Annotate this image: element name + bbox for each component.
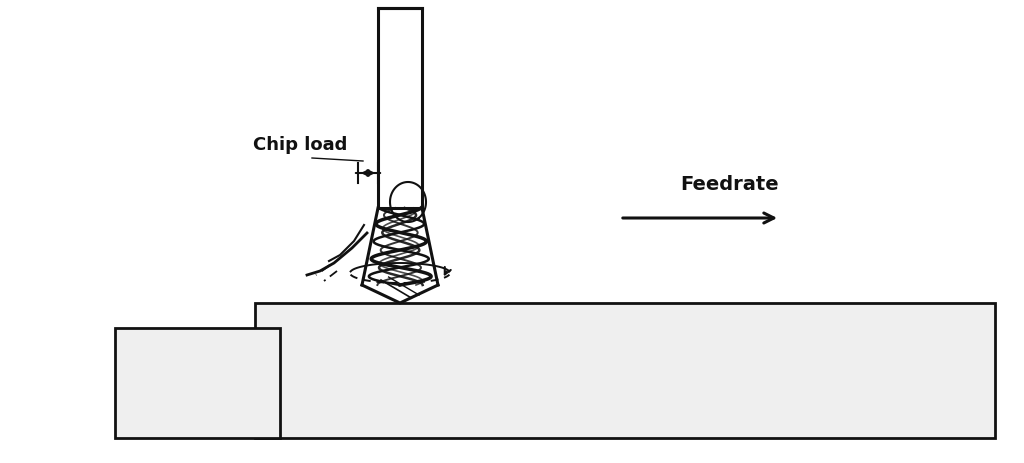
Text: Chip load: Chip load bbox=[253, 136, 347, 154]
Bar bbox=[115, 328, 280, 438]
Bar bbox=[255, 303, 995, 438]
Polygon shape bbox=[362, 208, 438, 285]
Text: Feedrate: Feedrate bbox=[680, 175, 778, 194]
Bar bbox=[378, 9, 422, 208]
